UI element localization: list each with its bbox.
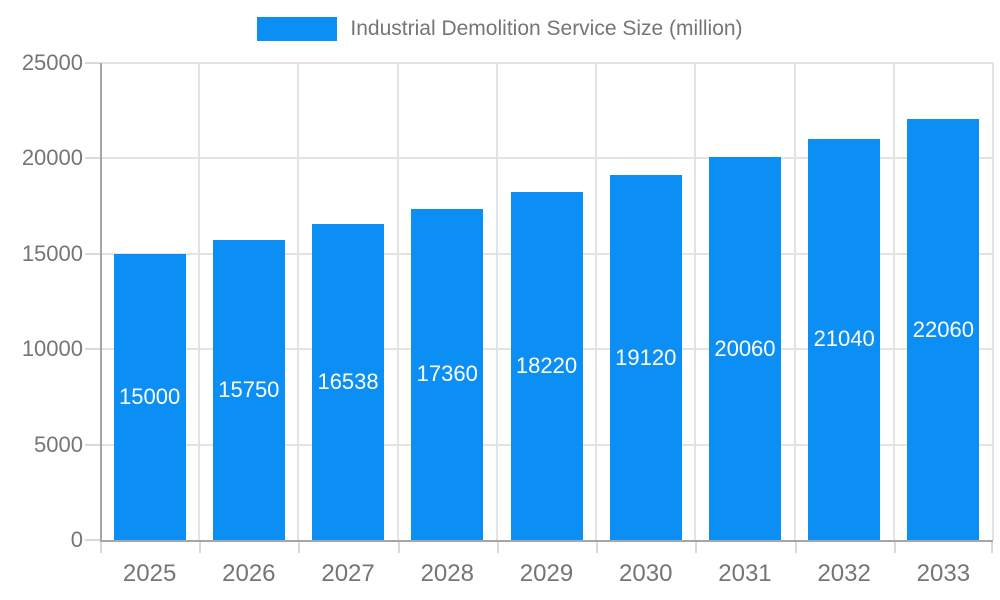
x-axis-tick-label: 2031 [718,560,772,587]
plot-area: 0 5000 10000 15000 20000 25000 15000 2025 15750 2… [22,51,994,587]
grid-line-vertical [992,63,994,540]
x-axis-tick [298,540,301,553]
grid-line-vertical [396,63,399,540]
x-axis-tick [496,540,499,553]
bar[interactable]: 17360 [411,208,484,540]
y-axis-tick [85,157,100,160]
y-axis-tick-label: 15000 [21,240,83,266]
x-axis-tick-label: 2029 [519,560,574,587]
x-axis-tick [397,540,400,553]
bar[interactable]: 15000 [113,253,186,540]
grid-line-vertical [793,63,796,540]
bar-value-label: 18220 [515,353,578,379]
bar-value-label: 21040 [813,326,875,352]
grid-line-vertical [297,63,300,540]
y-axis-tick-label: 20000 [21,145,83,171]
x-axis-tick-label: 2032 [817,560,871,587]
x-axis-tick [794,540,797,553]
bar-value-label: 15000 [119,383,181,409]
y-axis-tick-label: 25000 [21,50,83,75]
bar[interactable]: 21040 [808,138,881,540]
y-axis-tick [85,443,100,446]
y-axis-tick-label: 5000 [34,431,83,457]
y-axis-tick-label: 0 [70,527,83,552]
x-axis-tick-label: 2030 [619,560,673,587]
x-axis-tick [100,540,102,553]
x-axis-tick [695,540,698,553]
bar[interactable]: 22060 [907,119,980,540]
bar[interactable]: 20060 [708,157,781,540]
y-axis-tick [85,539,100,541]
grid-line-vertical [495,63,498,540]
bar-value-label: 16538 [317,369,379,395]
grid-line-vertical [198,63,201,540]
grid-line-vertical [595,63,598,540]
legend-item[interactable]: Industrial Demolition Service Size (mill… [0,17,1000,41]
x-axis-tick [893,540,896,553]
bar-value-label: 17360 [416,361,478,387]
y-axis-tick-label: 10000 [21,336,83,362]
x-axis-tick-label: 2027 [321,560,375,587]
bar[interactable]: 15750 [212,239,285,540]
grid-line-horizontal [100,157,993,160]
x-axis-tick-label: 2033 [916,560,971,587]
y-axis-line [100,63,102,540]
bar-value-label: 19120 [615,344,677,370]
y-axis-tick [85,62,100,64]
legend-label: Industrial Demolition Service Size (mill… [350,17,743,40]
bar[interactable]: 18220 [510,192,583,540]
x-axis-tick [991,540,993,553]
x-axis-tick [199,540,202,553]
bar[interactable]: 19120 [609,175,682,540]
y-axis-tick [85,252,100,255]
x-axis-tick-label: 2025 [122,560,177,587]
bar[interactable]: 16538 [312,224,385,540]
x-axis-tick-label: 2028 [420,560,474,587]
bar-value-label: 20060 [714,335,776,361]
bar-value-label: 22060 [912,316,974,342]
bar-value-label: 15750 [218,376,280,402]
x-axis-tick [596,540,599,553]
y-axis-tick [85,348,100,351]
x-axis-line [100,540,993,542]
grid-line-vertical [892,63,895,540]
x-axis-tick-label: 2026 [222,560,276,587]
grid-line-vertical [694,63,697,540]
legend-swatch-icon [257,17,338,41]
grid-line-horizontal [100,62,993,64]
